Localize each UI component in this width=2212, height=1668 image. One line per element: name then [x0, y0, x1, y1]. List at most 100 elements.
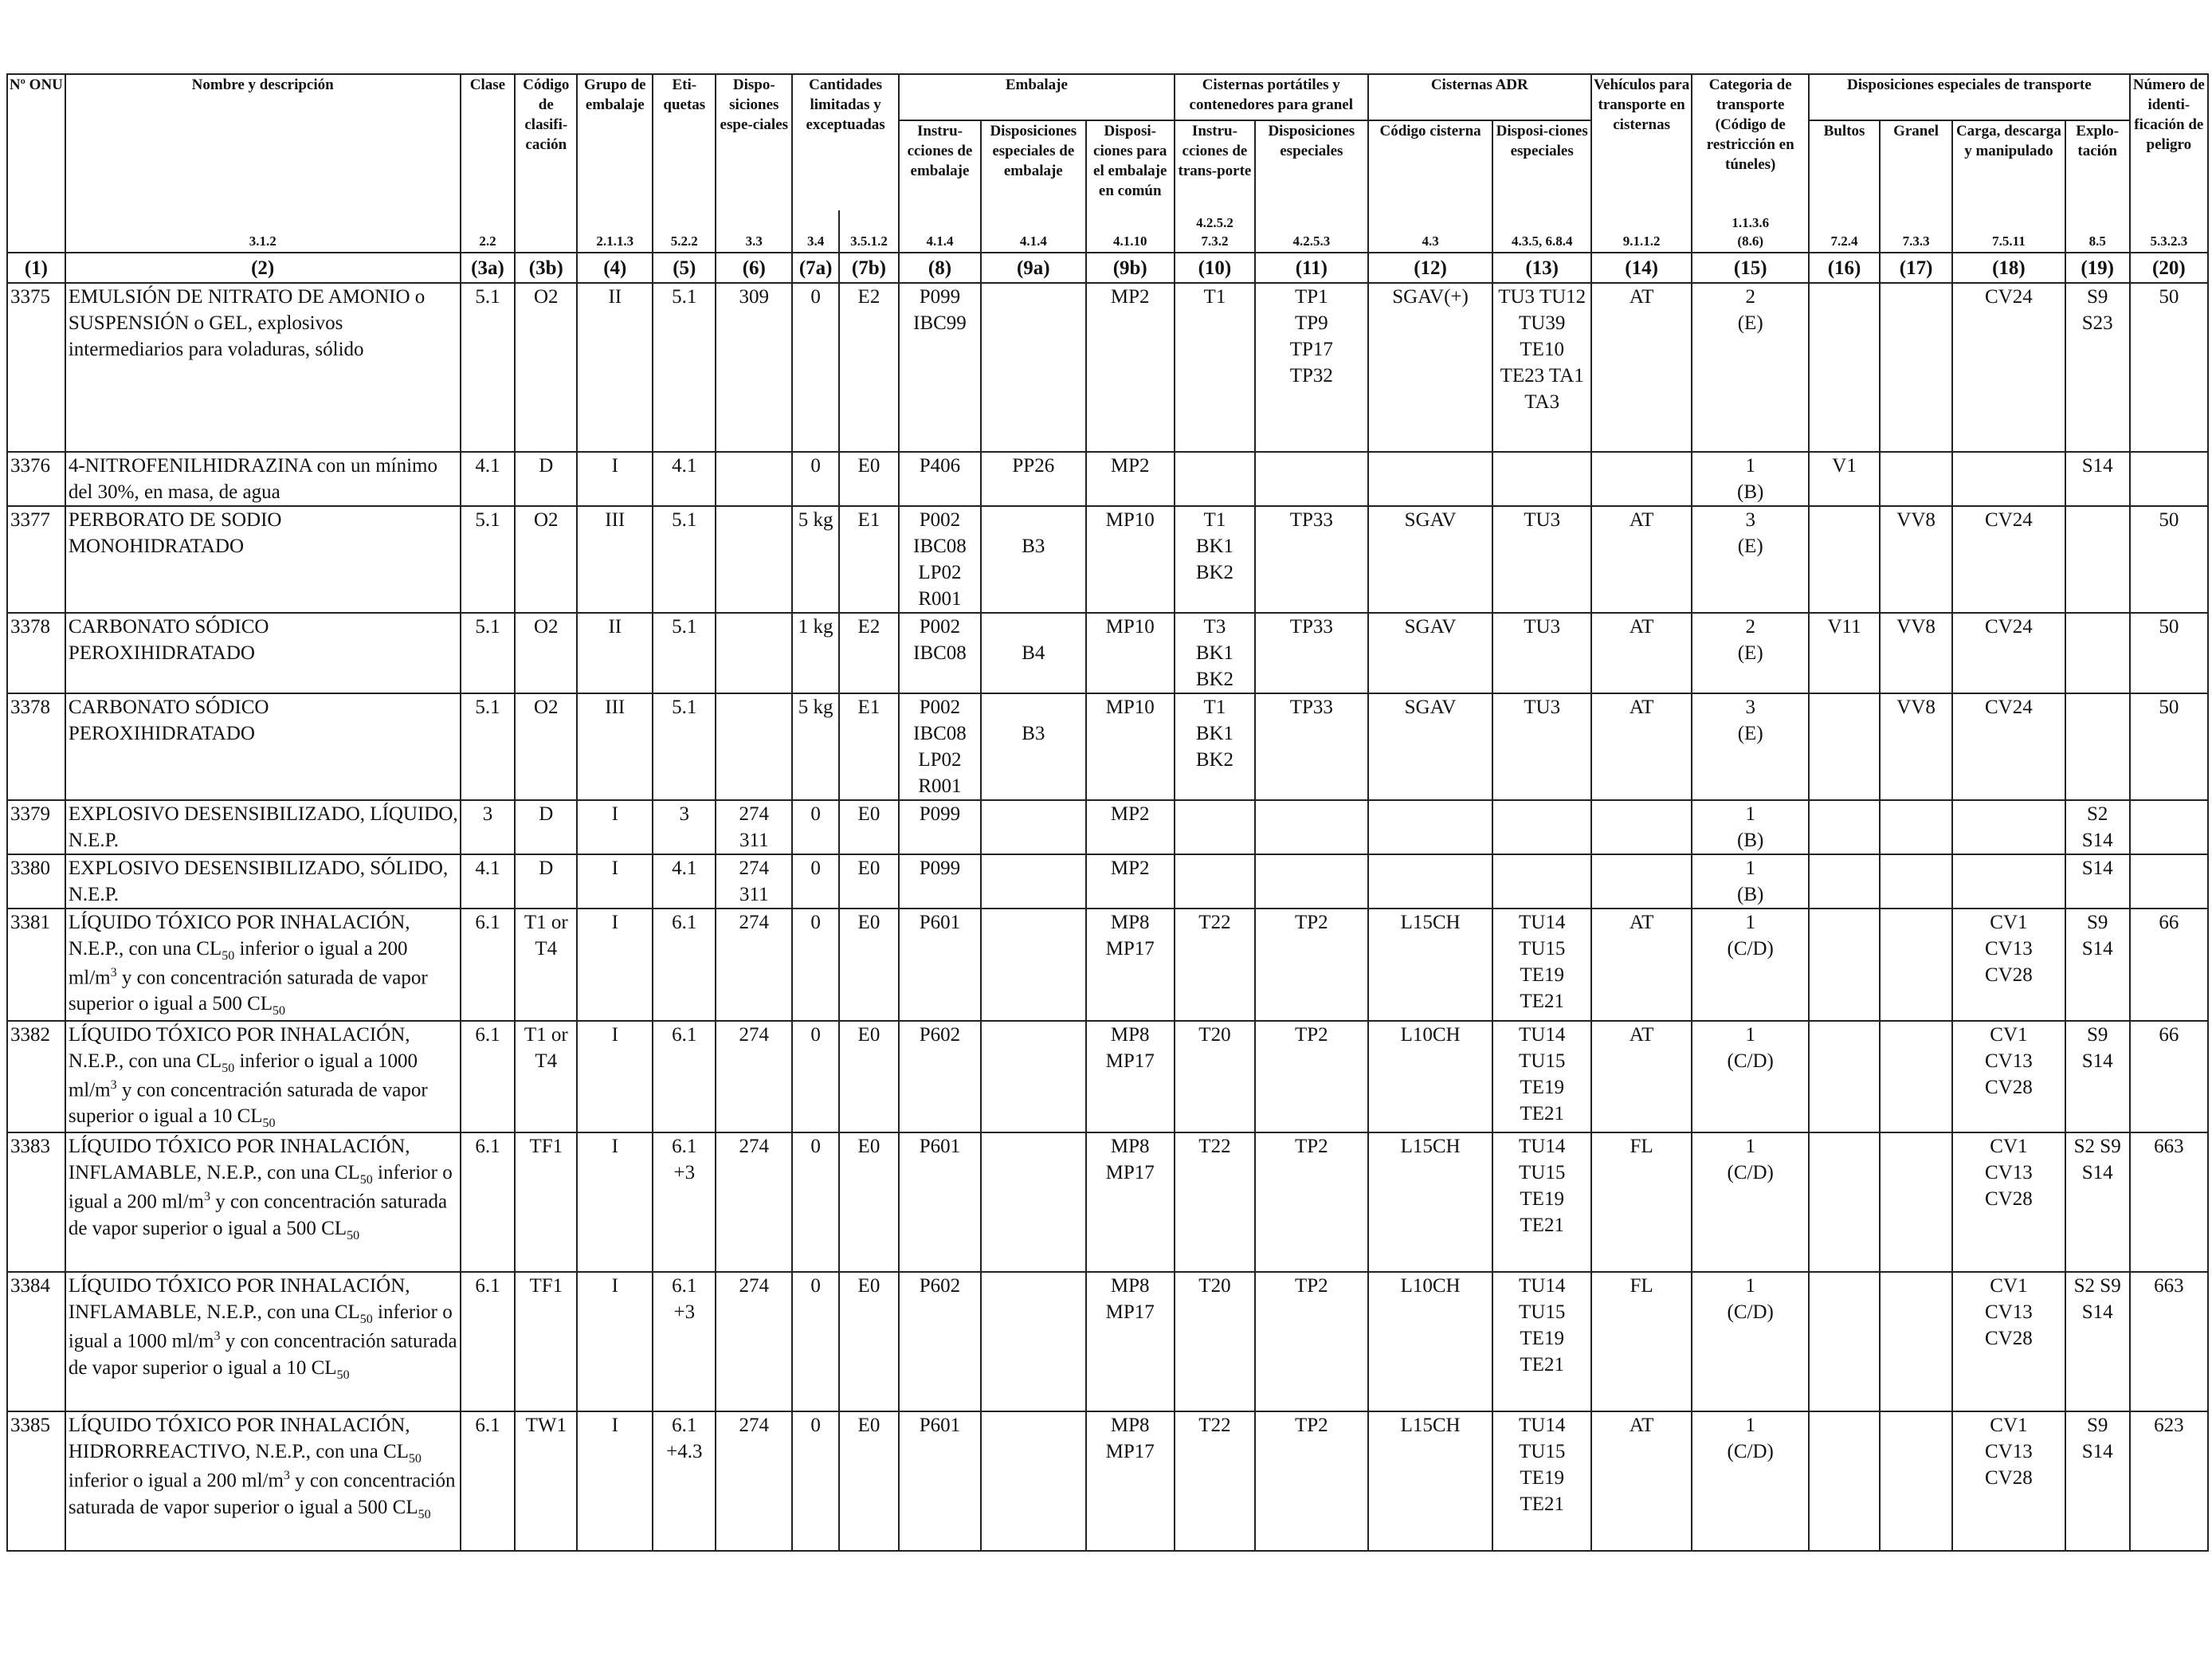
- header-hazard-id: Número de identi-ficación de peligro: [2128, 73, 2210, 210]
- cell-class: 5.1: [459, 693, 516, 801]
- cell-excepted-quantity: E0: [838, 799, 900, 855]
- header-reference-cell: 3.4: [791, 210, 841, 253]
- header-reference-cell: 7.3.3: [1879, 210, 1954, 253]
- cell-bulk: [1879, 854, 1954, 909]
- cell-product-name: CARBONATO SÓDICO PEROXIHIDRATADO: [64, 693, 461, 801]
- cell-tank-instructions: T3 BK1 BK2: [1173, 612, 1257, 694]
- cell-un-number: 3379: [6, 799, 66, 855]
- cell-packing-instructions: P002 IBC08 LP02 R001: [897, 505, 982, 614]
- cell-packing-special: B4: [980, 612, 1087, 694]
- cell-packages: [1808, 799, 1881, 855]
- cell-product-name: LÍQUIDO TÓXICO POR INHALACIÓN, INFLAMABL…: [64, 1132, 461, 1274]
- table-row: 3377 PERBORATO DE SODIO MONOHIDRATADO 5.1 O…: [6, 505, 2210, 614]
- cell-loading: CV24: [1951, 505, 2066, 614]
- cell-bulk: [1879, 908, 1954, 1022]
- cell-bulk: VV8: [1879, 612, 1954, 694]
- cell-labels: 6.1 +3: [652, 1132, 717, 1274]
- cell-excepted-quantity: E2: [838, 612, 900, 694]
- header-reference-cell: 3.1.2: [64, 210, 461, 253]
- header-special-provisions: Dispo-siciones espe-ciales: [715, 73, 794, 210]
- header-reference-cell: 5.3.2.3: [2128, 210, 2210, 253]
- cell-class: 6.1: [459, 1019, 516, 1134]
- cell-packages: V11: [1808, 612, 1881, 694]
- header-column-number: (4): [576, 252, 654, 284]
- cell-loading: CV1 CV13 CV28: [1951, 908, 2066, 1022]
- table-row: 3384 LÍQUIDO TÓXICO POR INHALACIÓN, INFLA…: [6, 1271, 2210, 1413]
- cell-excepted-quantity: E0: [838, 1019, 900, 1134]
- cell-mixed-packing: MP10: [1084, 693, 1175, 801]
- cell-mixed-packing: MP2: [1084, 854, 1175, 909]
- cell-product-name: LÍQUIDO TÓXICO POR INHALACIÓN, HIDRORREA…: [64, 1411, 461, 1552]
- cell-tank-code: [1367, 799, 1494, 855]
- header-column-number: (16): [1808, 252, 1881, 284]
- cell-class: 6.1: [459, 1132, 516, 1274]
- cell-transport-category: 1 (C/D): [1691, 1019, 1810, 1134]
- cell-bulk: [1879, 282, 1954, 453]
- cell-adr-special: TU14 TU15 TE19 TE21: [1492, 1271, 1592, 1413]
- cell-tank-instructions: T22: [1173, 908, 1257, 1022]
- cell-packing-instructions: P602: [897, 1019, 982, 1134]
- cell-limited-quantity: 0: [791, 908, 841, 1022]
- cell-transport-category: 1 (B): [1691, 799, 1810, 855]
- header-column-number: (10): [1173, 252, 1257, 284]
- cell-product-name: PERBORATO DE SODIO MONOHIDRATADO: [64, 505, 461, 614]
- cell-packages: [1808, 505, 1881, 614]
- cell-mixed-packing: MP8 MP17: [1084, 1271, 1175, 1413]
- cell-operation: S2 S14: [2064, 799, 2131, 855]
- header-reference-cell: 3.5.1.2: [838, 210, 900, 253]
- cell-loading: [1951, 451, 2066, 507]
- cell-packages: [1808, 693, 1881, 801]
- cell-limited-quantity: 0: [791, 1132, 841, 1274]
- cell-packing-special: [980, 1411, 1087, 1552]
- cell-tank-special: TP2: [1254, 1411, 1369, 1552]
- table-row: 3383 LÍQUIDO TÓXICO POR INHALACIÓN, INFLA…: [6, 1132, 2210, 1274]
- cell-packing-group: I: [576, 854, 654, 909]
- cell-special-provisions: 274: [715, 1271, 794, 1413]
- cell-mixed-packing: MP2: [1084, 799, 1175, 855]
- cell-packing-special: [980, 1019, 1087, 1134]
- cell-packing-special: [980, 799, 1087, 855]
- cell-operation: S2 S9 S14: [2064, 1132, 2131, 1274]
- cell-tank-code: [1367, 451, 1494, 507]
- cell-excepted-quantity: E0: [838, 451, 900, 507]
- cell-packing-group: I: [576, 1411, 654, 1552]
- header-operation: Explo-tación: [2064, 120, 2131, 210]
- cell-mixed-packing: MP2: [1084, 282, 1175, 453]
- cell-un-number: 3384: [6, 1271, 66, 1413]
- cell-tank-special: TP33: [1254, 693, 1369, 801]
- cell-special-provisions: 274: [715, 1411, 794, 1552]
- cell-special-provisions: 274: [715, 1132, 794, 1274]
- cell-packing-special: B3: [980, 693, 1087, 801]
- cell-hazard-id: 50: [2128, 693, 2210, 801]
- cell-class: 3: [459, 799, 516, 855]
- cell-excepted-quantity: E2: [838, 282, 900, 453]
- cell-loading: CV1 CV13 CV28: [1951, 1271, 2066, 1413]
- cell-hazard-id: [2128, 854, 2210, 909]
- cell-special-provisions: [715, 505, 794, 614]
- cell-packing-group: I: [576, 908, 654, 1022]
- header-reference-cell: 3.3: [715, 210, 794, 253]
- header-limited-quantities: Cantidades limitadas y exceptuadas: [791, 73, 900, 210]
- cell-labels: 3: [652, 799, 717, 855]
- header-packaging: Embalaje: [897, 73, 1175, 121]
- cell-un-number: 3381: [6, 908, 66, 1022]
- cell-classification-code: D: [514, 451, 578, 507]
- cell-transport-category: 1 (C/D): [1691, 1411, 1810, 1552]
- cell-tank-code: [1367, 854, 1494, 909]
- cell-loading: CV1 CV13 CV28: [1951, 1019, 2066, 1134]
- header-column-number: (5): [652, 252, 717, 284]
- cell-transport-category: 1 (B): [1691, 451, 1810, 507]
- header-reference-cell: [514, 210, 578, 253]
- cell-transport-category: 1 (B): [1691, 854, 1810, 909]
- header-reference-cell: 4.1.4: [980, 210, 1087, 253]
- table-row: 3378 CARBONATO SÓDICO PEROXIHIDRATADO 5.1 O…: [6, 693, 2210, 801]
- header-column-number: (13): [1492, 252, 1592, 284]
- cell-classification-code: O2: [514, 282, 578, 453]
- cell-labels: 4.1: [652, 854, 717, 909]
- cell-classification-code: O2: [514, 612, 578, 694]
- header-classification-code: Código de clasifi-cación: [514, 73, 578, 210]
- cell-adr-special: TU3: [1492, 693, 1592, 801]
- cell-tank-code: L15CH: [1367, 908, 1494, 1022]
- cell-vehicle: AT: [1590, 612, 1693, 694]
- header-reference-cell: 7.2.4: [1808, 210, 1881, 253]
